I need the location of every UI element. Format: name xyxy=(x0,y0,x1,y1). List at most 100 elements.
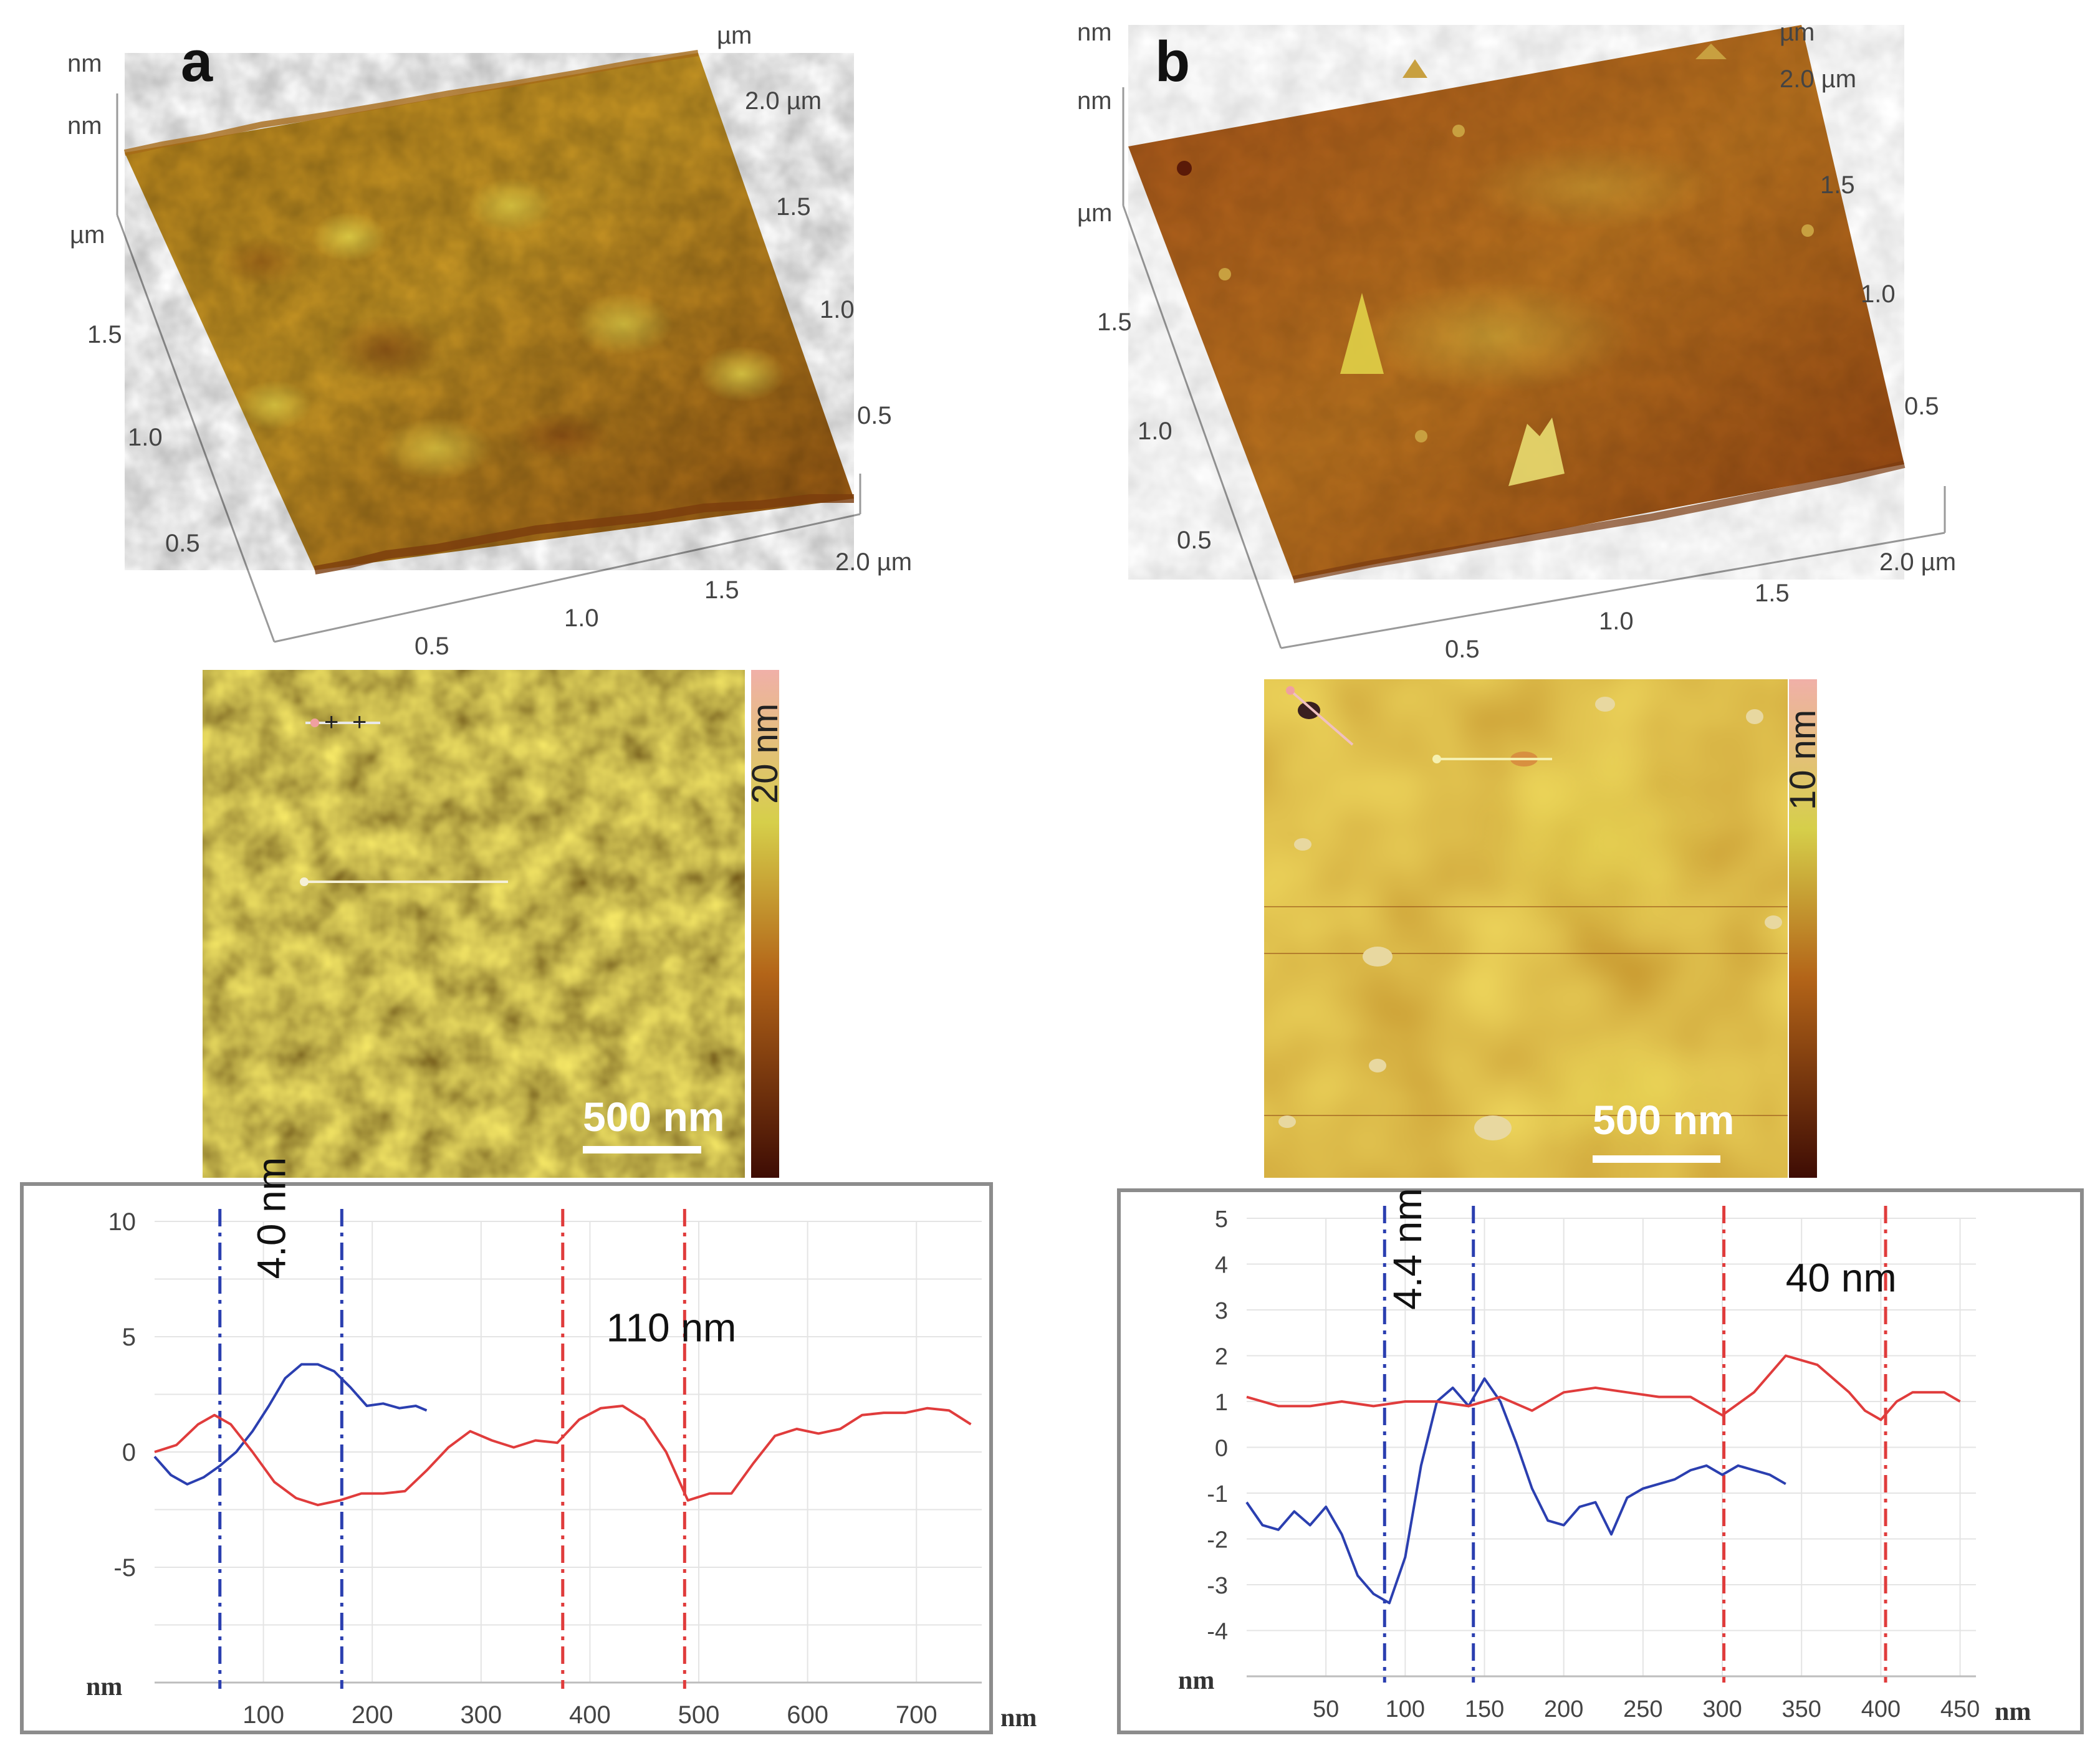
panel-b-right-tick-3: 1.0 xyxy=(1861,280,1896,308)
b-x-tick-label: 350 xyxy=(1782,1696,1821,1722)
a-x-tick-label: 200 xyxy=(352,1701,393,1729)
panel-a-y-unit: µm xyxy=(70,221,105,249)
panel-b-z-unit-top: nm xyxy=(1077,19,1112,46)
b-y-tick-label: -2 xyxy=(1207,1527,1228,1554)
a-x-tick-label: 700 xyxy=(896,1701,937,1729)
b-annotation-0: 4.4 nm xyxy=(1385,1188,1430,1310)
a-annotation-0: 4.0 nm xyxy=(249,1157,294,1279)
panel-a-y-tick-3: 0.5 xyxy=(165,530,200,557)
panel-a-label: a xyxy=(181,30,213,93)
panel-b-colorbar xyxy=(1789,679,1817,1178)
panel-b-spike xyxy=(1508,418,1565,486)
panel-b-z-unit: nm xyxy=(1077,87,1112,115)
b-y-tick-label: 3 xyxy=(1215,1298,1228,1324)
a-x-tick-label: 100 xyxy=(242,1701,284,1729)
panel-a-right-tick-4: 0.5 xyxy=(857,402,892,429)
panel-b-x-tick-4: 2.0 µm xyxy=(1879,548,1956,576)
b-x-tick-label: 100 xyxy=(1386,1696,1425,1722)
b-x-tick-label: 50 xyxy=(1313,1696,1339,1722)
panel-a-y-tick-2: 1.0 xyxy=(128,424,163,451)
a-grid xyxy=(155,1221,982,1683)
b-y-unit: nm xyxy=(1178,1666,1214,1695)
a-x-tick-label: 500 xyxy=(678,1701,720,1729)
panel-b-chart-frame xyxy=(1117,1188,2084,1734)
a-y-tick-label: -5 xyxy=(113,1554,136,1582)
panel-b-label: b xyxy=(1155,30,1190,93)
panel-b-surface3d: b nm nm µm 1.5 1.0 0.5 0.5 1.0 1.5 2.0 µ… xyxy=(1077,19,1956,663)
panel-b-x-tick-1: 0.5 xyxy=(1445,636,1480,663)
a-y-tick-label: 10 xyxy=(108,1208,137,1236)
panel-b-spike xyxy=(1340,293,1384,374)
a-x-tick-label: 600 xyxy=(787,1701,828,1729)
a-series-blue xyxy=(153,1363,428,1486)
a-x-unit: nm xyxy=(1000,1704,1037,1732)
panel-b-y-unit: µm xyxy=(1077,199,1112,227)
panel-a-chart-frame xyxy=(20,1182,993,1734)
panel-a-x-tick-4: 2.0 µm xyxy=(835,548,912,576)
panel-b-profile-markers xyxy=(1286,686,1552,763)
b-y-tick-label: -3 xyxy=(1207,1573,1228,1599)
a-annotation-1: 110 nm xyxy=(607,1305,737,1350)
a-series-red xyxy=(154,1405,972,1507)
panel-a-x-tick-1: 0.5 xyxy=(415,633,449,660)
panel-a-profile-chart: 100 200 300 400 500 600 700 -5 0 5 10 nm nm 4.0 nm 110… xyxy=(20,1157,1037,1734)
b-x-tick-label: 300 xyxy=(1702,1696,1742,1722)
a-y-unit: nm xyxy=(86,1673,122,1701)
panel-b-particles xyxy=(1278,697,1782,1140)
a-x-tick-label: 400 xyxy=(569,1701,611,1729)
b-series-red xyxy=(1246,1354,1961,1421)
panel-a-colorbar xyxy=(751,670,779,1178)
b-y-tick-label: 4 xyxy=(1215,1253,1228,1279)
panel-b-x-tick-2: 1.0 xyxy=(1599,608,1634,635)
panel-a-surface xyxy=(123,50,854,575)
b-y-tick-label: -1 xyxy=(1207,1481,1228,1507)
panel-a-z-unit: nm xyxy=(67,112,102,140)
panel-b-y-tick-3: 0.5 xyxy=(1177,527,1212,554)
b-annotation-1: 40 nm xyxy=(1786,1256,1897,1301)
panel-a-colorbar-label: 20 nm xyxy=(745,704,785,804)
b-x-tick-label: 250 xyxy=(1623,1696,1662,1722)
panel-b-right-tick-2: 1.5 xyxy=(1820,171,1855,199)
panel-b-scale-bar-label: 500 nm xyxy=(1593,1097,1734,1143)
panel-a-x-tick-2: 1.0 xyxy=(564,604,599,632)
panel-a-3d-axes xyxy=(116,93,861,643)
panel-b-right-tick-1: 2.0 µm xyxy=(1780,65,1856,93)
b-y-tick-label: -4 xyxy=(1207,1619,1228,1645)
panel-a-y-tick-1: 1.5 xyxy=(87,321,122,348)
svg-text:+: + xyxy=(352,709,367,736)
panel-b-profile-chart: 50 100 150 200 250 300 350 400 450 -4 -3 -2 -1 0 1 2 3 4 5… xyxy=(1117,1188,2084,1734)
a-y-tick-label: 5 xyxy=(122,1324,136,1351)
panel-b-surface xyxy=(1128,25,1906,583)
panel-b-right-unit: µm xyxy=(1780,19,1815,46)
panel-b-colorbar-label: 10 nm xyxy=(1783,710,1823,810)
panel-b-y-tick-2: 1.0 xyxy=(1138,418,1172,445)
b-x-tick-label: 150 xyxy=(1465,1696,1504,1722)
b-series-blue xyxy=(1245,1377,1786,1605)
b-y-tick-label: 5 xyxy=(1215,1206,1228,1233)
b-x-tick-label: 450 xyxy=(1940,1696,1980,1722)
b-grid xyxy=(1247,1218,1976,1676)
panel-a-scale-bar-label: 500 nm xyxy=(583,1094,724,1140)
panel-a-right-tick-1: 2.0 µm xyxy=(745,87,822,115)
panel-a-right-tick-2: 1.5 xyxy=(776,193,811,221)
panel-b-3d-axes xyxy=(1122,87,1946,649)
panel-a-profile-markers: + + xyxy=(300,709,508,886)
panel-a-surface3d: a nm nm µm 1.5 1.0 0.5 0.5 1.0 1.5 2.0 µ… xyxy=(67,22,912,660)
panel-a-right-tick-3: 1.0 xyxy=(820,296,855,323)
panel-a-z-unit-top: nm xyxy=(67,50,102,77)
b-y-tick-label: 1 xyxy=(1215,1390,1228,1416)
a-y-tick-label: 0 xyxy=(122,1439,136,1466)
panel-a-right-unit: µm xyxy=(717,22,752,49)
svg-text:+: + xyxy=(324,709,338,736)
b-x-unit: nm xyxy=(1995,1698,2031,1726)
panel-a-x-tick-3: 1.5 xyxy=(704,576,739,604)
panel-b-right-tick-4: 0.5 xyxy=(1904,393,1939,420)
b-y-tick-label: 0 xyxy=(1215,1436,1228,1462)
panel-a-height-map: + + 500 nm 20 nm xyxy=(203,670,785,1178)
b-y-tick-label: 2 xyxy=(1215,1344,1228,1370)
b-x-tick-label: 400 xyxy=(1861,1696,1901,1722)
a-x-tick-label: 300 xyxy=(460,1701,502,1729)
panel-b-y-tick-1: 1.5 xyxy=(1097,308,1132,336)
panel-b-height-map: 500 nm 10 nm xyxy=(1264,679,1823,1178)
